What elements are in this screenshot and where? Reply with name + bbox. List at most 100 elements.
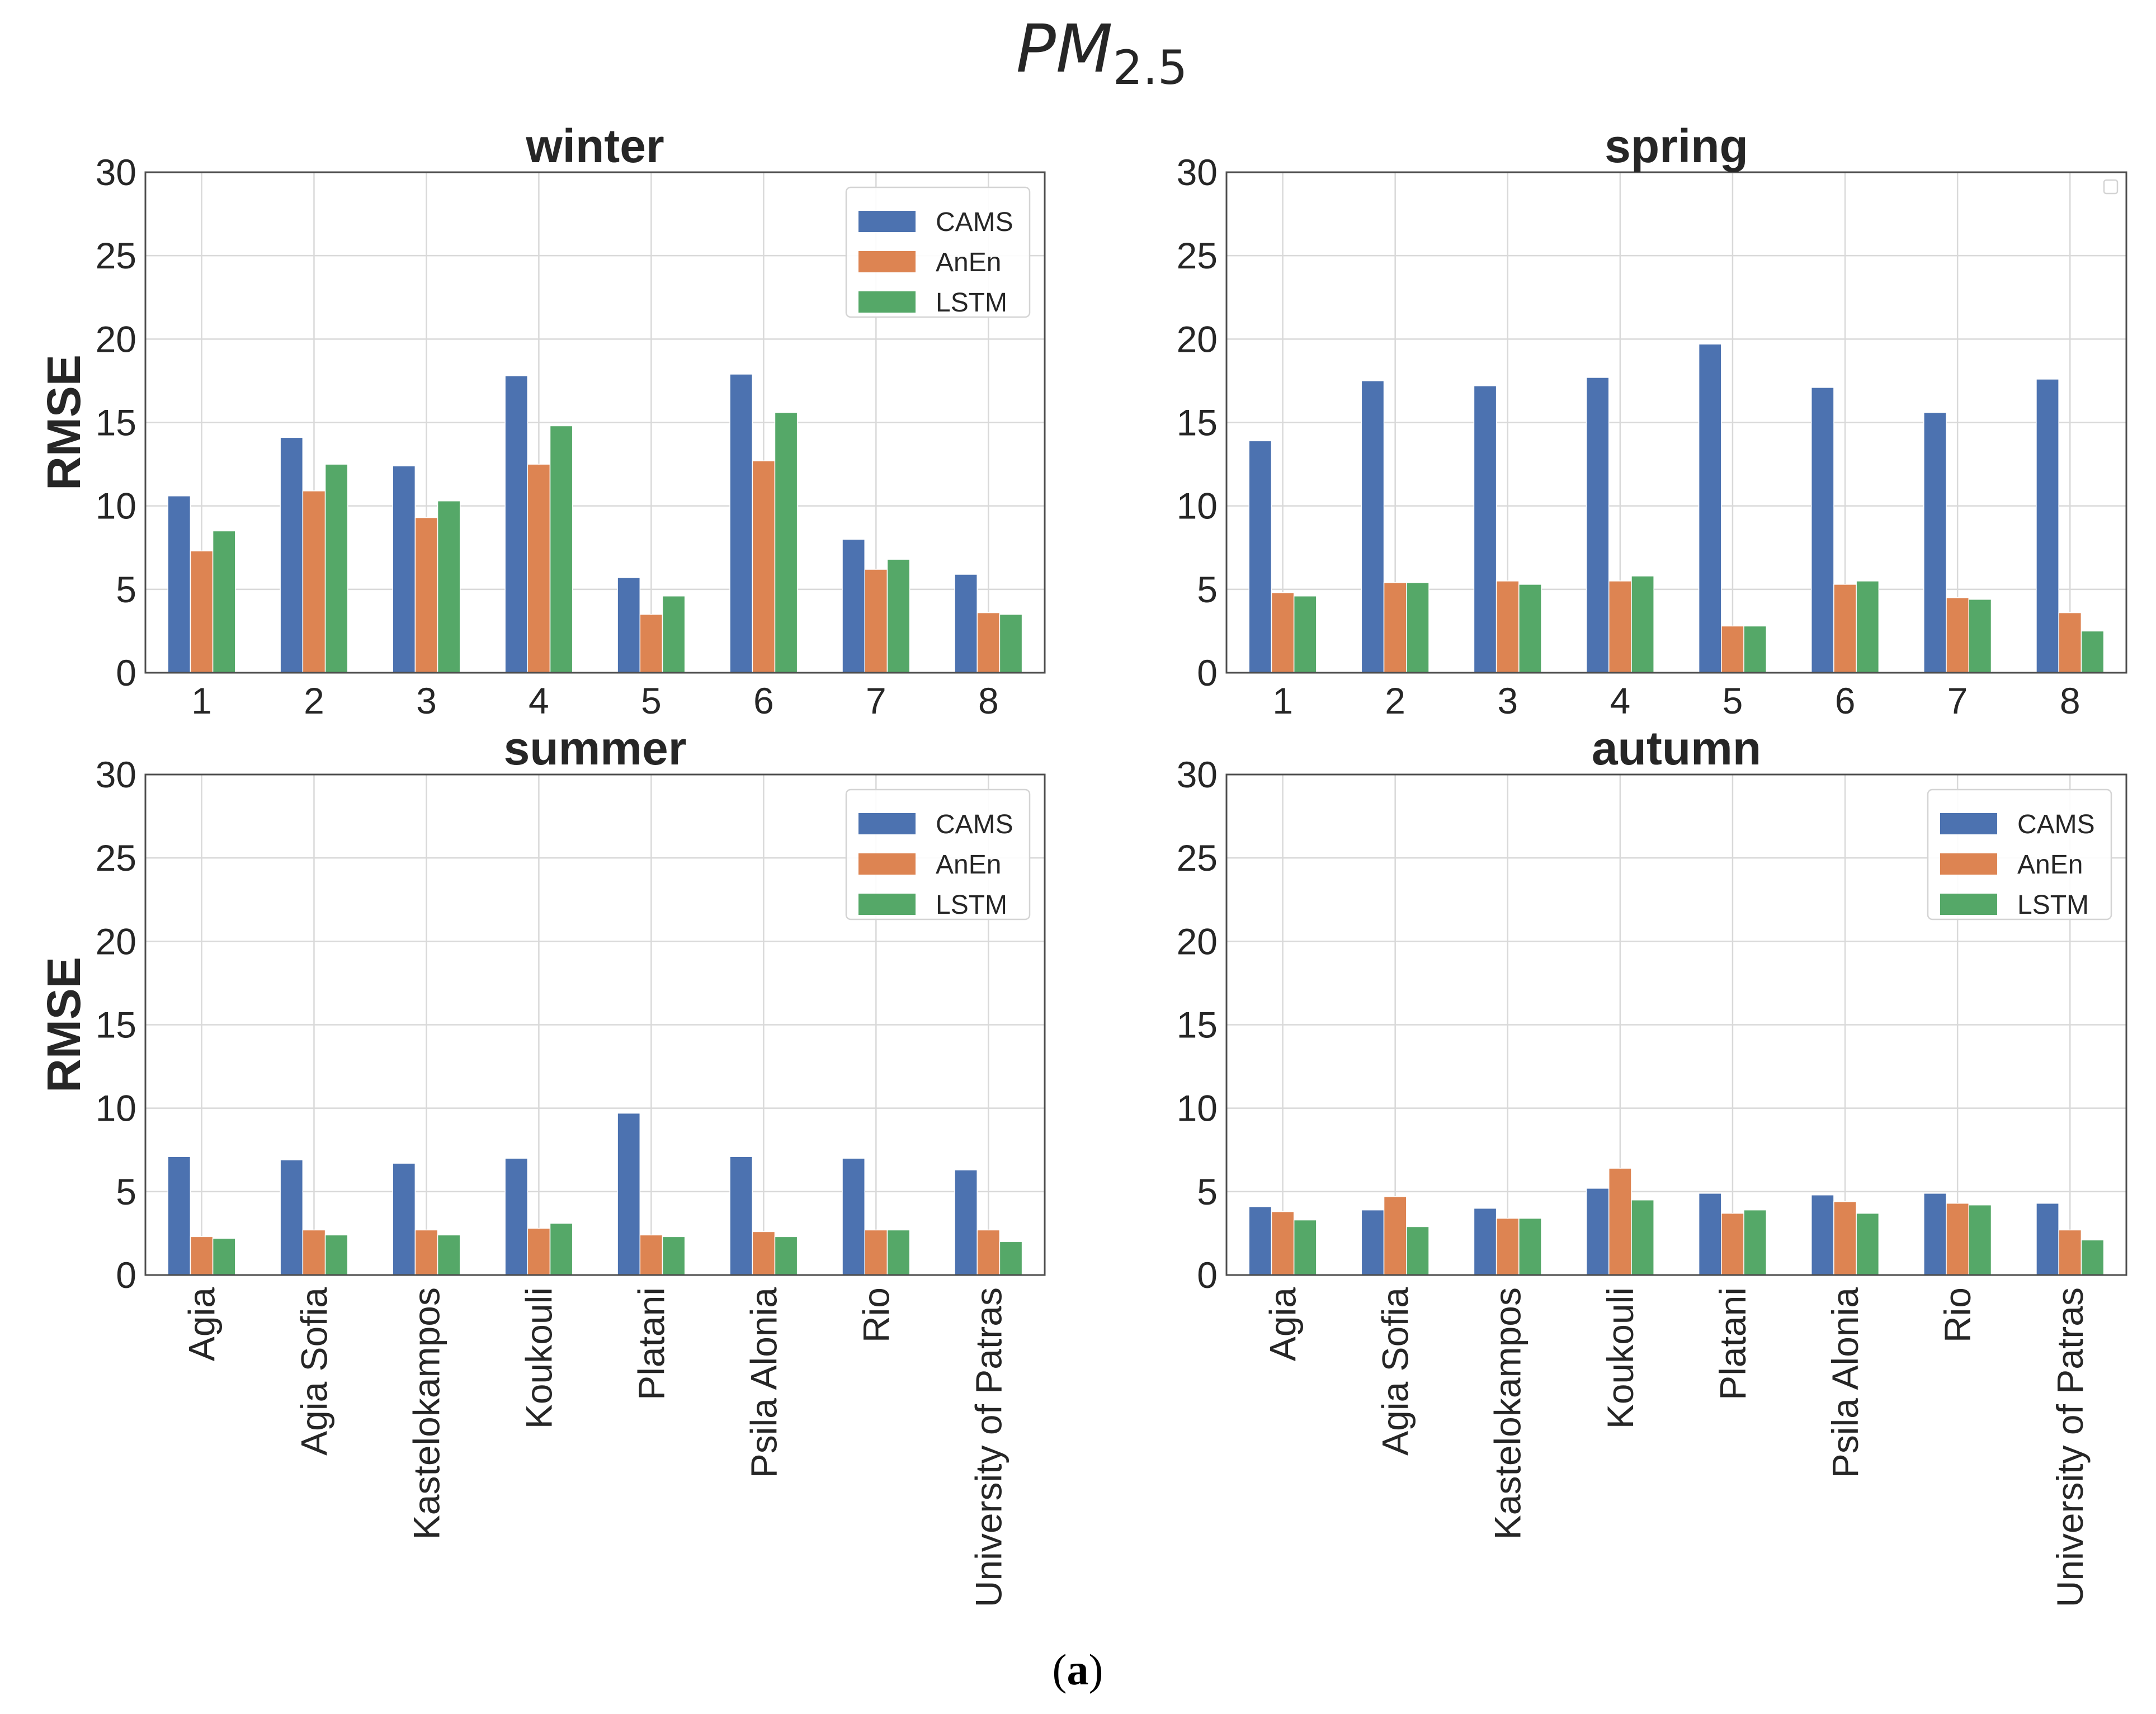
x-tick-label: Agia <box>1262 1287 1304 1361</box>
bar-cams-5 <box>617 577 641 673</box>
y-tick-label: 25 <box>1177 235 1218 276</box>
bar-anen-3 <box>414 517 438 673</box>
legend-label-cams: CAMS <box>2017 810 2095 839</box>
x-tick-label: 7 <box>866 680 886 721</box>
bar-cams-7 <box>842 539 865 673</box>
bar-cams-2 <box>280 1159 304 1276</box>
legend-swatch-anen <box>1940 853 1997 875</box>
bar-anen-3 <box>1495 1217 1520 1276</box>
legend-label-cams: CAMS <box>936 810 1013 839</box>
y-tick-label: 10 <box>96 1088 136 1129</box>
x-tick-label: 8 <box>978 680 999 721</box>
figure-title: PM2.5 <box>1016 10 1188 95</box>
bar-anen-2 <box>1383 1196 1407 1276</box>
chart-panel-spring: 0 5 10 15 20 25 30 1 2 3 4 5 6 7 8 spring <box>1177 120 2127 721</box>
bar-anen-1 <box>190 550 214 673</box>
bar-anen-5 <box>1721 625 1744 673</box>
bar-cams-8 <box>2036 379 2059 673</box>
x-tick-label: Kastelokampos <box>1487 1287 1528 1540</box>
bar-lstm-7 <box>1968 1204 1992 1276</box>
bar-lstm-4 <box>1631 1200 1654 1276</box>
x-tick-label: Rio <box>1937 1287 1978 1343</box>
x-tick-label: Koukouli <box>518 1287 559 1429</box>
y-tick-label: 10 <box>96 485 136 527</box>
x-tick-label: 4 <box>1610 680 1630 721</box>
bar-anen-4 <box>527 464 551 673</box>
axes-frame <box>144 171 1046 674</box>
y-tick-label: 30 <box>1177 754 1218 795</box>
legend-label-cams: CAMS <box>936 207 1013 237</box>
y-tick-label: 0 <box>116 1254 136 1296</box>
x-tick-label: Kastelokampos <box>405 1287 447 1540</box>
legend-label-anen: AnEn <box>2017 850 2083 880</box>
legend-swatch-lstm <box>858 894 916 915</box>
bar-lstm-8 <box>999 613 1023 673</box>
x-tick-label: Rio <box>855 1287 897 1343</box>
y-tick-label: 20 <box>1177 920 1218 962</box>
bar-anen-6 <box>752 1231 776 1276</box>
bar-cams-4 <box>504 1158 529 1276</box>
bar-anen-2 <box>302 490 326 673</box>
legend-swatch-anen <box>858 853 916 875</box>
x-tick-label: 5 <box>641 680 662 721</box>
y-tick-label: 15 <box>1177 402 1218 443</box>
y-tick-label: 25 <box>1177 837 1218 879</box>
bar-cams-8 <box>2036 1202 2059 1276</box>
y-tick-label: 5 <box>1197 1171 1218 1212</box>
legend-swatch-cams <box>858 211 916 232</box>
legend-label-lstm: LSTM <box>2017 890 2089 920</box>
bar-cams-7 <box>1923 412 1947 673</box>
bar-lstm-1 <box>212 1238 236 1276</box>
legend-label-anen: AnEn <box>936 248 1001 277</box>
bar-lstm-7 <box>886 559 910 673</box>
bar-lstm-6 <box>1856 1212 1880 1276</box>
bar-cams-3 <box>392 1163 416 1276</box>
x-tick-label: 1 <box>191 680 212 721</box>
chart-panel-autumn: 0 5 10 15 20 25 30 Agia Agia Sofia Kastelokampos K… <box>1177 722 2127 1607</box>
x-tick-label: Platani <box>630 1287 672 1400</box>
bar-cams-5 <box>1698 1193 1722 1276</box>
bar-cams-4 <box>1586 377 1610 673</box>
y-tick-label: 25 <box>96 837 136 879</box>
bar-anen-6 <box>1833 584 1857 673</box>
y-tick-label: 20 <box>96 920 136 962</box>
legend-empty <box>2103 179 2119 195</box>
bar-lstm-3 <box>1518 1217 1542 1276</box>
bar-cams-6 <box>729 1156 753 1276</box>
bar-anen-3 <box>1495 580 1520 673</box>
x-tick-label: Psila Alonia <box>1824 1287 1866 1479</box>
y-tick-label: 10 <box>1177 485 1218 527</box>
y-tick-label: 0 <box>1197 1254 1218 1296</box>
x-tick-label: Psila Alonia <box>743 1287 784 1479</box>
bar-anen-6 <box>1833 1201 1857 1276</box>
x-tick-label: Agia Sofia <box>293 1287 334 1456</box>
bar-lstm-3 <box>437 1234 461 1276</box>
legend-label-lstm: LSTM <box>936 890 1007 920</box>
bar-lstm-8 <box>2080 1239 2105 1276</box>
bar-cams-3 <box>1473 1207 1497 1276</box>
bar-anen-7 <box>864 569 888 673</box>
bar-lstm-6 <box>1856 580 1880 673</box>
bar-lstm-1 <box>1293 1219 1317 1276</box>
figure-title-subscript: 2.5 <box>1113 40 1188 95</box>
bar-anen-4 <box>527 1227 551 1276</box>
x-tick-label: University of Patras <box>2049 1287 2091 1607</box>
bar-anen-7 <box>864 1229 888 1276</box>
y-tick-label: 0 <box>1197 652 1218 693</box>
axes-frame <box>1225 171 2127 674</box>
y-tick-label: 20 <box>1177 318 1218 360</box>
bar-cams-6 <box>1810 387 1834 673</box>
bar-cams-3 <box>1473 385 1497 673</box>
x-tick-label: Platani <box>1712 1287 1753 1400</box>
y-tick-label: 5 <box>116 1171 136 1212</box>
x-tick-label: Koukouli <box>1600 1287 1641 1429</box>
bar-cams-6 <box>729 374 753 673</box>
y-tick-label: 5 <box>116 569 136 610</box>
bar-anen-1 <box>1271 1211 1295 1276</box>
legend-swatch-cams <box>1940 813 1997 834</box>
bar-lstm-1 <box>212 530 236 673</box>
bar-anen-2 <box>302 1229 326 1276</box>
bar-lstm-7 <box>886 1229 910 1276</box>
bar-lstm-4 <box>549 1222 573 1276</box>
bar-lstm-8 <box>999 1241 1023 1276</box>
